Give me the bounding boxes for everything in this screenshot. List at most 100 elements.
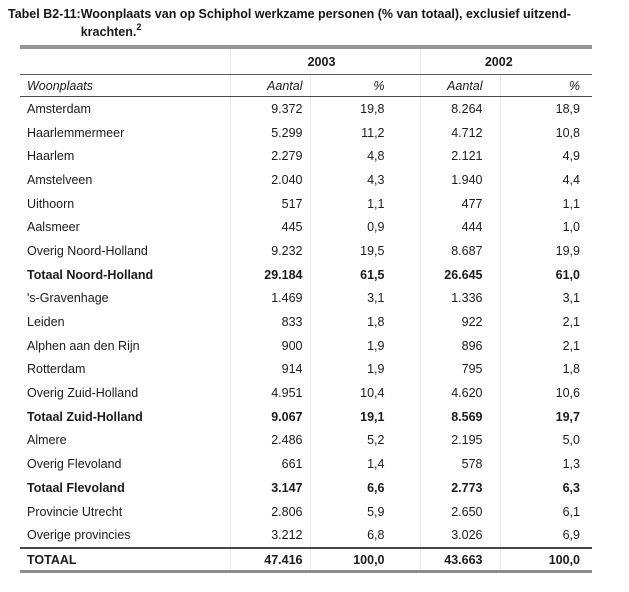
cell-value: 2.279 (229, 144, 310, 169)
cell-value: 4,4 (499, 168, 592, 192)
column-header-woonplaats: Woonplaats (20, 74, 230, 97)
cell-value: 922 (419, 310, 500, 334)
cell-value: 26.645 (419, 262, 500, 287)
cell-value: 19,9 (499, 239, 592, 263)
cell-value: 5,9 (309, 499, 420, 524)
cell-value: 4.620 (419, 381, 500, 405)
cell-value: 6,3 (499, 476, 592, 500)
row-label: Overig Noord-Holland (27, 243, 148, 258)
cell-value: 100,0 (499, 547, 592, 571)
column-header-aantal-2003: Aantal (229, 74, 310, 97)
cell-value: 8.569 (419, 404, 500, 429)
table-row: Totaal Noord-Holland 29.184 61,5 26.645 61,0 (20, 262, 592, 287)
row-label: 's-Gravenhage (27, 291, 109, 306)
cell-value: 6,6 (309, 476, 420, 500)
table-row: Rotterdam 914 1,9 795 1,8 (20, 357, 592, 382)
row-label: Overige provincies (27, 528, 131, 543)
table-caption-label: Tabel B2-11: (8, 7, 81, 21)
cell-value: 1,9 (309, 357, 420, 382)
bottom-divider-bar (20, 570, 592, 574)
row-label: Alphen aan den Rijn (27, 338, 140, 353)
column-header-pct-2002: % (499, 74, 592, 97)
year-header-spacer (20, 49, 230, 75)
row-label: Amsterdam (27, 101, 91, 116)
cell-value: 3,1 (309, 286, 420, 311)
cell-value: 2.195 (419, 428, 500, 453)
footnote-marker: 2 (136, 21, 142, 32)
row-label: TOTAAL (20, 547, 230, 571)
cell-value: 900 (229, 333, 310, 358)
cell-value: 4,3 (309, 168, 420, 192)
cell-value: 914 (229, 357, 310, 382)
row-label: Provincie Utrecht (27, 504, 123, 519)
cell-value: 9.232 (229, 239, 310, 263)
table-row: Overig Zuid-Holland 4.951 10,4 4.620 10,6 (20, 381, 592, 405)
cell-value: 9.372 (229, 96, 310, 121)
table-row: Amstelveen 2.040 4,3 1.940 4,4 (20, 168, 592, 192)
cell-value: 5.299 (229, 120, 310, 145)
cell-value: 3.147 (229, 476, 310, 500)
cell-value: 10,6 (499, 381, 592, 405)
column-header-aantal-2002: Aantal (419, 74, 500, 97)
column-header-pct-2003: % (309, 74, 420, 97)
cell-value: 2,1 (499, 333, 592, 358)
row-label: Haarlem (27, 149, 75, 164)
cell-value: 5,0 (499, 428, 592, 453)
cell-value: 6,9 (499, 523, 592, 549)
cell-value: 1.336 (419, 286, 500, 311)
cell-value: 1,4 (309, 452, 420, 476)
cell-value: 2.650 (419, 499, 500, 524)
year-header-2002: 2002 (419, 49, 592, 75)
cell-value: 1.940 (419, 168, 500, 192)
cell-value: 1,3 (499, 452, 592, 476)
table-caption: Tabel B2-11: Woonplaats van op Schiphol … (8, 5, 629, 41)
cell-value: 1,0 (499, 215, 592, 240)
cell-value: 1,8 (499, 357, 592, 382)
table-body: Amsterdam 9.372 19,8 8.264 18,9 Haarlemmermee… (20, 96, 592, 571)
table-row: Amsterdam 9.372 19,8 8.264 18,9 (20, 96, 592, 121)
cell-value: 1,8 (309, 310, 420, 334)
table-row: Provincie Utrecht 2.806 5,9 2.650 6,1 (20, 499, 592, 524)
cell-value: 19,7 (499, 404, 592, 429)
cell-value: 4.712 (419, 120, 500, 145)
row-label: Amstelveen (27, 172, 93, 187)
cell-value: 0,9 (309, 215, 420, 240)
row-label: Totaal Flevoland (27, 480, 125, 495)
table-row: Totaal Zuid-Holland 9.067 19,1 8.569 19,7 (20, 404, 592, 429)
cell-value: 661 (229, 452, 310, 476)
cell-value: 8.687 (419, 239, 500, 263)
table-row: 's-Gravenhage 1.469 3,1 1.336 3,1 (20, 286, 592, 311)
table-row: Totaal Flevoland 3.147 6,6 2.773 6,3 (20, 476, 592, 500)
cell-value: 100,0 (309, 547, 420, 571)
row-label: Uithoorn (27, 196, 75, 211)
cell-value: 2,1 (499, 310, 592, 334)
table-row: Overig Flevoland 661 1,4 578 1,3 (20, 452, 592, 476)
top-divider-bar (20, 45, 592, 49)
cell-value: 19,5 (309, 239, 420, 263)
table-header: 2003 2002 Woonplaats Aantal % Aantal % (20, 49, 592, 97)
row-label: Totaal Noord-Holland (27, 267, 154, 282)
cell-value: 3.212 (229, 523, 310, 549)
cell-value: 795 (419, 357, 500, 382)
cell-value: 43.663 (419, 547, 500, 571)
table-row: TOTAAL 47.416 100,0 43.663 100,0 (20, 547, 592, 571)
row-label: Leiden (27, 315, 65, 330)
cell-value: 517 (229, 191, 310, 216)
row-label: Haarlemmermeer (27, 125, 125, 140)
cell-value: 61,5 (309, 262, 420, 287)
cell-value: 11,2 (309, 120, 420, 145)
cell-value: 2.121 (419, 144, 500, 169)
row-label: Totaal Zuid-Holland (27, 409, 143, 424)
table-row: Haarlemmermeer 5.299 11,2 4.712 10,8 (20, 120, 592, 145)
cell-value: 3.026 (419, 523, 500, 549)
cell-value: 2.040 (229, 168, 310, 192)
cell-value: 2.486 (229, 428, 310, 453)
cell-value: 29.184 (229, 262, 310, 287)
cell-value: 896 (419, 333, 500, 358)
cell-value: 8.264 (419, 96, 500, 121)
cell-value: 6,8 (309, 523, 420, 549)
table-row: Almere 2.486 5,2 2.195 5,0 (20, 428, 592, 453)
row-label: Aalsmeer (27, 220, 80, 235)
cell-value: 2.806 (229, 499, 310, 524)
cell-value: 18,9 (499, 96, 592, 121)
